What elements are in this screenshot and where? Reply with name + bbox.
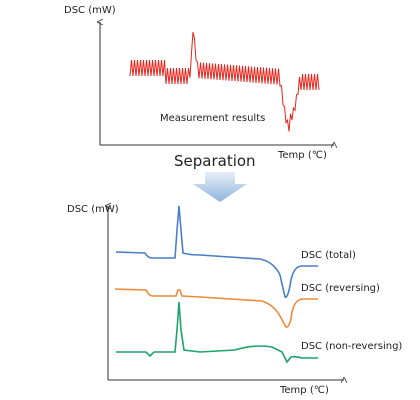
x-axis-label: Temp (℃): [279, 385, 329, 396]
reversing-curve: [114, 288, 318, 328]
arrow: [193, 172, 247, 202]
y-axis-label: DSC (mW): [67, 204, 119, 215]
curve-label: DSC (non-reversing): [301, 341, 402, 352]
total-curve: [115, 205, 318, 298]
y-axis-label: DSC (mW): [64, 5, 116, 16]
arrow-label: Separation: [174, 152, 256, 170]
measured-curve: [129, 31, 320, 132]
annotation: Measurement results: [160, 113, 265, 124]
non-reversing-curve: [116, 301, 318, 364]
x-axis-label: Temp (℃): [277, 150, 327, 161]
curve-label: DSC (reversing): [301, 283, 380, 294]
curve-label: DSC (total): [301, 250, 356, 261]
